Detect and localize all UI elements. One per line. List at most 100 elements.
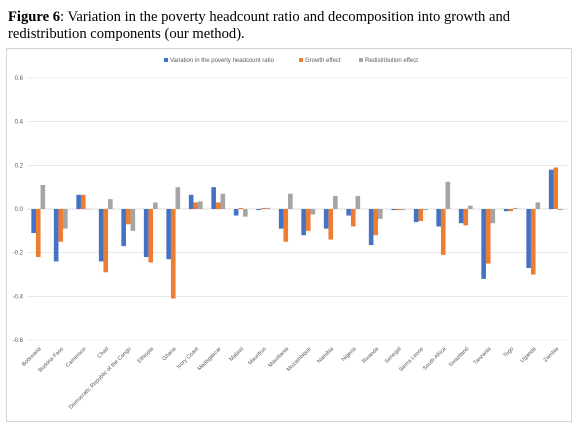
bar-redistribution-effect-mozambique xyxy=(310,209,316,215)
bar-variation-in-the-poverty-headcount-ratio-senegal xyxy=(391,209,396,211)
bar-growth-effect-malawi xyxy=(238,207,244,209)
bar-growth-effect-madagascar xyxy=(215,202,221,209)
bar-variation-in-the-poverty-headcount-ratio-swaziland xyxy=(458,209,464,224)
x-category-label: Malawi xyxy=(229,346,246,363)
legend-label: Variation in the poverty headcount ratio xyxy=(170,58,275,64)
bar-variation-in-the-poverty-headcount-ratio-madagascar xyxy=(211,187,216,209)
bar-variation-in-the-poverty-headcount-ratio-ivory-coast xyxy=(188,194,194,209)
y-tick-label: 0.0 xyxy=(15,207,24,213)
bar-variation-in-the-poverty-headcount-ratio-uganda xyxy=(526,209,531,268)
bar-redistribution-effect-ethiopia xyxy=(153,202,158,209)
bar-redistribution-effect-burkina-faso xyxy=(63,209,68,229)
bar-redistribution-effect-south-africa xyxy=(445,181,451,209)
bar-growth-effect-south-africa xyxy=(440,209,446,255)
bar-redistribution-effect-senegal xyxy=(400,209,406,211)
bar-variation-in-the-poverty-headcount-ratio-ethiopia xyxy=(143,209,149,258)
x-category-label: Nigeria xyxy=(341,346,358,363)
bar-variation-in-the-poverty-headcount-ratio-mauritania xyxy=(278,209,284,229)
bar-variation-in-the-poverty-headcount-ratio-chad xyxy=(98,209,104,262)
legend-swatch xyxy=(359,58,363,62)
bar-growth-effect-ghana xyxy=(170,209,176,299)
bar-redistribution-effect-uganda xyxy=(535,202,541,209)
bar-redistribution-effect-ivory-coast xyxy=(198,201,203,209)
bar-growth-effect-swaziland xyxy=(463,209,469,226)
legend-swatch xyxy=(164,58,168,62)
x-category-label: Ethiopia xyxy=(137,346,156,365)
bar-growth-effect-namibia xyxy=(328,209,334,240)
x-category-label: Botswana xyxy=(21,346,43,368)
bar-variation-in-the-poverty-headcount-ratio-malawi xyxy=(233,209,239,216)
bar-variation-in-the-poverty-headcount-ratio-botswana xyxy=(31,209,36,234)
bar-redistribution-effect-madagascar xyxy=(220,193,226,209)
x-category-label: Rwanda xyxy=(361,346,380,365)
bar-variation-in-the-poverty-headcount-ratio-cameroon xyxy=(76,194,81,209)
bar-growth-effect-togo xyxy=(508,209,514,212)
bar-redistribution-effect-togo xyxy=(513,207,518,209)
legend-label: Growth effect xyxy=(305,58,341,64)
bar-redistribution-effect-nigeria xyxy=(355,195,361,209)
x-category-label: South Africa xyxy=(422,346,448,372)
x-category-label: Uganda xyxy=(520,346,539,365)
x-category-label: Zambia xyxy=(543,346,561,364)
y-tick-label: 0.4 xyxy=(15,120,24,126)
bar-chart: 0.60.40.20.0-0.2-0.4-0.6BotswanaBurkina … xyxy=(13,58,567,411)
bar-growth-effect-zambia xyxy=(553,167,559,209)
bar-variation-in-the-poverty-headcount-ratio-rwanda xyxy=(368,209,374,246)
bar-variation-in-the-poverty-headcount-ratio-democratic-republic-of-the-congo xyxy=(121,209,126,247)
y-tick-label: 0.6 xyxy=(15,76,24,82)
bar-redistribution-effect-namibia xyxy=(333,195,338,209)
bar-redistribution-effect-rwanda xyxy=(378,209,383,219)
x-category-label: Mauritius xyxy=(247,346,267,366)
x-category-label: Madagascar xyxy=(197,346,223,372)
bar-growth-effect-burkina-faso xyxy=(58,209,64,242)
chart-frame: 0.6 0.4 0.2 0.0 -0.2 -0.4 -0.6 Botswana Burkina … xyxy=(6,48,572,422)
bar-variation-in-the-poverty-headcount-ratio-ghana xyxy=(166,209,171,260)
x-category-label: Chad xyxy=(96,346,110,360)
bar-growth-effect-mauritania xyxy=(283,209,289,242)
y-tick-label: -0.2 xyxy=(13,251,24,257)
x-category-label: Senegal xyxy=(384,346,403,365)
y-tick-label: -0.4 xyxy=(13,294,24,300)
bar-variation-in-the-poverty-headcount-ratio-zambia xyxy=(548,169,554,209)
bar-redistribution-effect-malawi xyxy=(243,209,248,217)
bar-growth-effect-mozambique xyxy=(305,209,311,231)
bar-growth-effect-tanzania xyxy=(485,209,491,264)
figure-label: Figure 6 xyxy=(8,9,61,25)
bar-variation-in-the-poverty-headcount-ratio-tanzania xyxy=(481,209,486,279)
figure-caption: Figure 6: Variation in the poverty headc… xyxy=(8,9,573,43)
bar-variation-in-the-poverty-headcount-ratio-sierra-leone xyxy=(413,209,419,223)
caption-text: : Variation in the poverty headcount rat… xyxy=(8,9,511,42)
bar-growth-effect-nigeria xyxy=(350,209,356,227)
bar-redistribution-effect-mauritania xyxy=(288,193,293,209)
bar-growth-effect-senegal xyxy=(395,209,401,211)
bar-redistribution-effect-ghana xyxy=(175,187,181,209)
legend-label: Redistribution effect xyxy=(365,58,418,64)
bar-variation-in-the-poverty-headcount-ratio-namibia xyxy=(323,209,329,229)
bar-redistribution-effect-tanzania xyxy=(490,209,496,224)
bar-growth-effect-rwanda xyxy=(373,209,379,236)
bar-redistribution-effect-zambia xyxy=(558,209,563,211)
bar-variation-in-the-poverty-headcount-ratio-togo xyxy=(503,209,509,212)
bar-growth-effect-democratic-republic-of-the-congo xyxy=(125,209,131,225)
bar-variation-in-the-poverty-headcount-ratio-mauritius xyxy=(256,209,261,211)
bar-growth-effect-cameroon xyxy=(80,194,86,209)
x-category-label: Togo xyxy=(502,346,515,359)
bar-growth-effect-mauritius xyxy=(260,207,266,209)
bar-growth-effect-ivory-coast xyxy=(193,202,199,209)
bar-growth-effect-uganda xyxy=(530,209,536,275)
x-category-label: Cameroon xyxy=(65,346,88,369)
bar-redistribution-effect-chad xyxy=(108,199,113,209)
x-category-label: Tanzania xyxy=(473,346,494,367)
bar-variation-in-the-poverty-headcount-ratio-burkina-faso xyxy=(53,209,59,262)
y-tick-label: 0.2 xyxy=(15,163,24,169)
x-category-label: Namibia xyxy=(316,346,335,365)
bar-redistribution-effect-sierra-leone xyxy=(423,209,428,211)
bar-variation-in-the-poverty-headcount-ratio-nigeria xyxy=(346,209,351,216)
bar-variation-in-the-poverty-headcount-ratio-mozambique xyxy=(301,209,306,236)
x-category-label: Mauritania xyxy=(267,346,290,369)
x-category-label: Ghana xyxy=(162,346,179,363)
bar-growth-effect-chad xyxy=(103,209,109,273)
bar-growth-effect-sierra-leone xyxy=(418,209,424,222)
bar-redistribution-effect-mauritius xyxy=(265,207,271,209)
y-tick-label: -0.6 xyxy=(13,338,24,344)
